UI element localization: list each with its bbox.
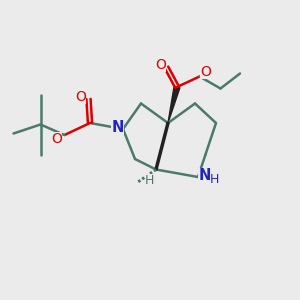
Text: O: O	[52, 132, 62, 145]
Text: N: N	[111, 120, 124, 135]
Text: H: H	[145, 174, 154, 188]
Text: O: O	[155, 58, 166, 72]
Text: O: O	[76, 90, 86, 104]
Text: O: O	[200, 65, 211, 79]
Text: N: N	[198, 168, 211, 183]
Polygon shape	[168, 86, 180, 123]
Text: H: H	[210, 173, 219, 186]
